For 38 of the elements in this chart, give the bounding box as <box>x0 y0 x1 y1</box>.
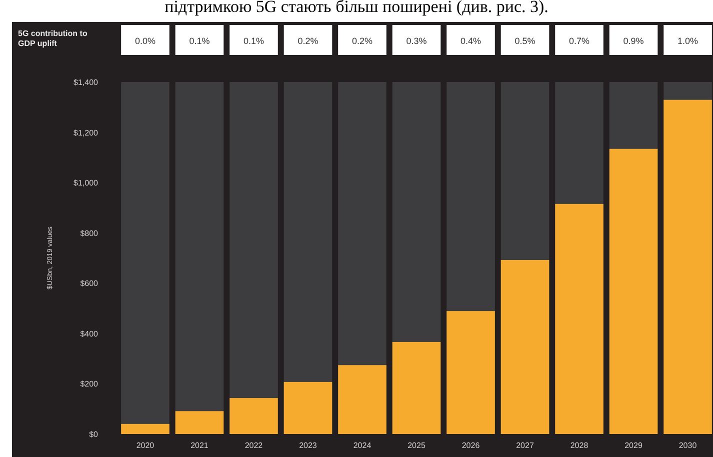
y-tick-label: $0 <box>89 430 99 439</box>
text: 0.7% <box>569 36 590 46</box>
bar <box>392 342 441 434</box>
text: 0.2% <box>298 36 318 46</box>
y-tick-label: $800 <box>80 228 99 238</box>
bar <box>338 365 386 434</box>
x-tick-label: 2030 <box>678 441 698 450</box>
y-tick-label: $1,200 <box>74 128 99 138</box>
y-tick-label: $600 <box>80 279 99 288</box>
x-tick-label: 2029 <box>624 441 643 450</box>
text: 0.4% <box>460 36 482 46</box>
bar <box>175 411 224 434</box>
text: 0.3% <box>406 36 427 46</box>
y-tick-label: $200 <box>80 380 99 389</box>
text: 0.0% <box>134 36 156 46</box>
bar <box>284 382 332 434</box>
text: 1.0% <box>678 36 698 46</box>
x-tick-label: 2028 <box>570 441 589 450</box>
bar <box>230 398 278 434</box>
x-tick-label: 2025 <box>408 441 426 450</box>
x-tick-label: 2021 <box>190 441 209 450</box>
x-tick-label: 2022 <box>244 441 264 450</box>
text: 0.1% <box>243 36 264 46</box>
x-tick-label: 2027 <box>516 441 534 450</box>
x-tick-label: 2020 <box>136 441 155 450</box>
text: 0.2% <box>352 36 373 46</box>
x-tick-label: 2023 <box>299 441 318 450</box>
x-tick-label: 2026 <box>462 441 480 450</box>
y-tick-label: $1,000 <box>74 178 99 188</box>
text: 0.5% <box>514 36 536 46</box>
text: 0.9% <box>623 36 644 46</box>
text: підтримкою 5G стають більш поширені (див. рис. 3). <box>164 0 548 16</box>
text: 0.1% <box>189 36 210 46</box>
x-tick-label: 2024 <box>353 441 372 450</box>
bar <box>121 424 170 434</box>
text: 5G contribution to GDP uplift <box>18 29 88 48</box>
y-tick-label: $400 <box>80 329 99 338</box>
y-tick-label: $1,400 <box>74 78 99 87</box>
